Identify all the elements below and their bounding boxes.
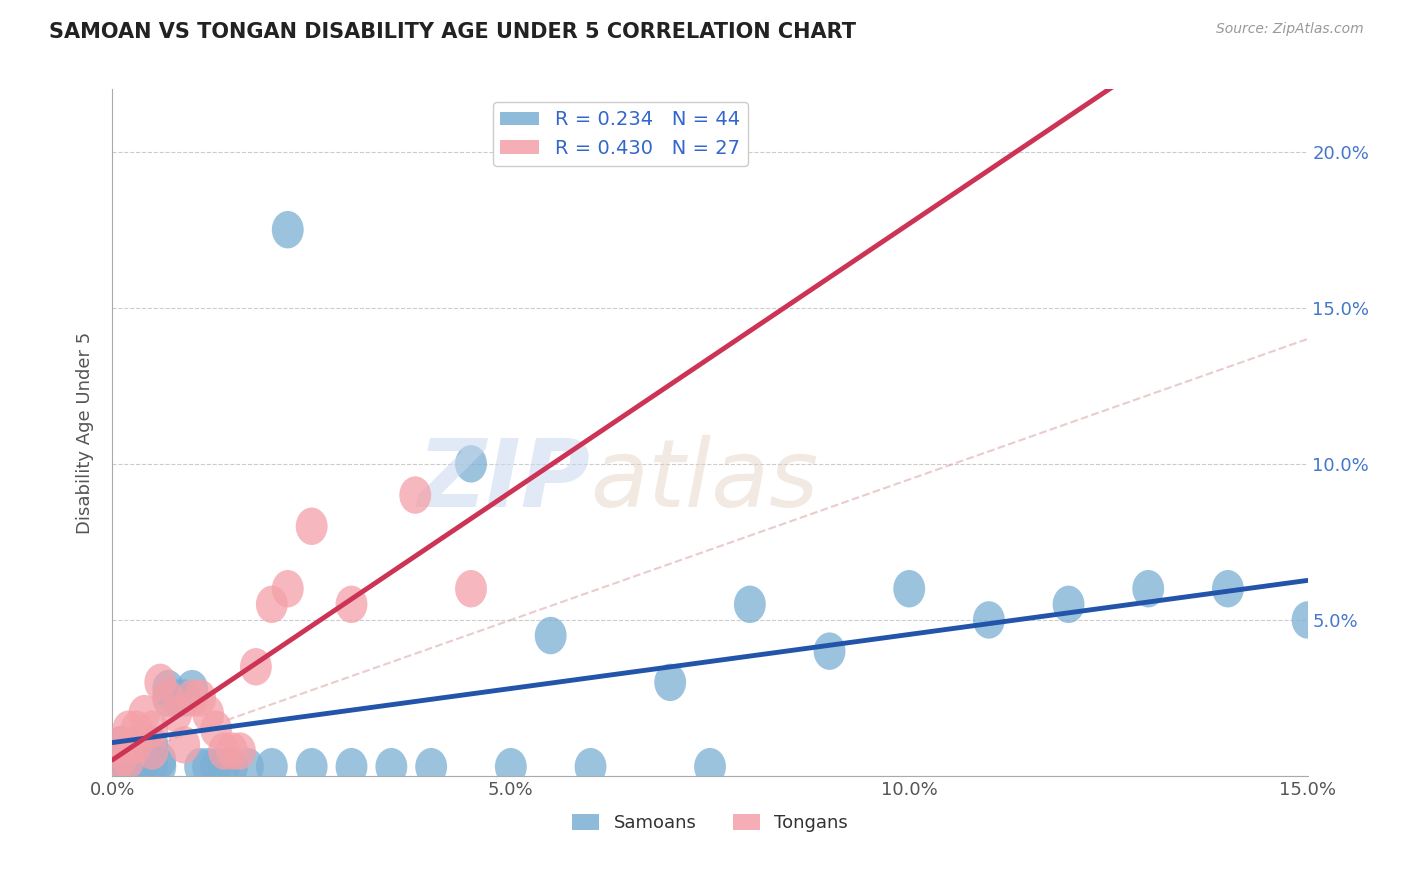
Ellipse shape [136,732,169,770]
Ellipse shape [184,680,217,717]
Ellipse shape [128,732,160,770]
Ellipse shape [375,747,408,785]
Ellipse shape [295,508,328,545]
Ellipse shape [200,710,232,747]
Ellipse shape [256,747,288,785]
Ellipse shape [104,726,136,764]
Ellipse shape [271,211,304,248]
Ellipse shape [973,601,1005,639]
Ellipse shape [893,570,925,607]
Ellipse shape [104,742,136,780]
Ellipse shape [814,632,845,670]
Ellipse shape [128,742,160,780]
Y-axis label: Disability Age Under 5: Disability Age Under 5 [76,332,94,533]
Ellipse shape [200,747,232,785]
Text: SAMOAN VS TONGAN DISABILITY AGE UNDER 5 CORRELATION CHART: SAMOAN VS TONGAN DISABILITY AGE UNDER 5 … [49,22,856,42]
Ellipse shape [1212,570,1244,607]
Ellipse shape [695,747,725,785]
Ellipse shape [152,680,184,717]
Ellipse shape [136,726,169,764]
Ellipse shape [128,695,160,732]
Ellipse shape [160,680,193,717]
Ellipse shape [152,680,184,717]
Ellipse shape [193,747,224,785]
Ellipse shape [1053,585,1084,623]
Ellipse shape [176,670,208,707]
Ellipse shape [160,695,193,732]
Ellipse shape [415,747,447,785]
Text: atlas: atlas [591,435,818,526]
Ellipse shape [152,670,184,707]
Ellipse shape [169,680,200,717]
Ellipse shape [145,664,176,701]
Ellipse shape [1132,570,1164,607]
Ellipse shape [271,570,304,607]
Text: ZIP: ZIP [418,434,591,526]
Ellipse shape [145,742,176,780]
Ellipse shape [193,695,224,732]
Ellipse shape [104,726,136,764]
Ellipse shape [217,747,247,785]
Legend: Samoans, Tongans: Samoans, Tongans [565,806,855,839]
Ellipse shape [136,710,169,747]
Ellipse shape [232,747,264,785]
Ellipse shape [495,747,527,785]
Ellipse shape [654,664,686,701]
Ellipse shape [112,710,145,747]
Ellipse shape [121,747,152,785]
Ellipse shape [734,585,766,623]
Ellipse shape [112,742,145,780]
Text: Source: ZipAtlas.com: Source: ZipAtlas.com [1216,22,1364,37]
Ellipse shape [224,732,256,770]
Ellipse shape [399,476,432,514]
Ellipse shape [217,732,247,770]
Ellipse shape [456,570,486,607]
Ellipse shape [121,726,152,764]
Ellipse shape [534,617,567,654]
Ellipse shape [336,585,367,623]
Ellipse shape [184,747,217,785]
Ellipse shape [112,732,145,770]
Ellipse shape [575,747,606,785]
Ellipse shape [121,710,152,747]
Ellipse shape [121,742,152,780]
Ellipse shape [295,747,328,785]
Ellipse shape [112,747,145,785]
Ellipse shape [456,445,486,483]
Ellipse shape [121,726,152,764]
Ellipse shape [104,742,136,780]
Ellipse shape [136,747,169,785]
Ellipse shape [176,680,208,717]
Ellipse shape [336,747,367,785]
Ellipse shape [145,747,176,785]
Ellipse shape [256,585,288,623]
Ellipse shape [208,747,240,785]
Ellipse shape [1292,601,1323,639]
Ellipse shape [240,648,271,685]
Ellipse shape [169,726,200,764]
Ellipse shape [208,732,240,770]
